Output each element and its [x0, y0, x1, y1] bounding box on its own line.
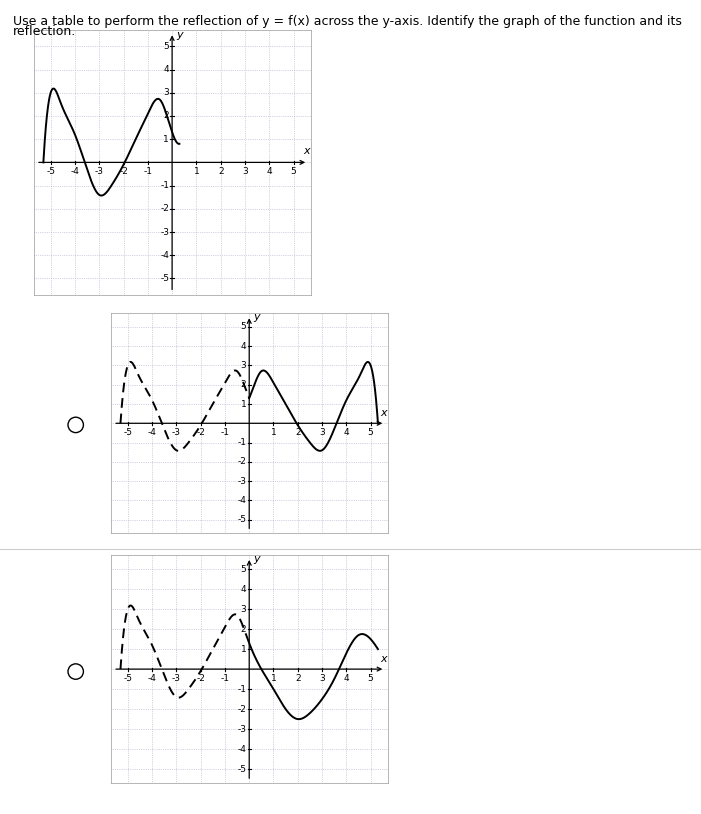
Text: y: y	[254, 313, 260, 322]
Text: 5: 5	[163, 42, 169, 50]
Text: -5: -5	[238, 764, 246, 773]
Text: -2: -2	[238, 705, 246, 714]
Text: -3: -3	[172, 427, 181, 436]
Text: -3: -3	[238, 724, 246, 733]
Text: 3: 3	[319, 427, 325, 436]
Text: -3: -3	[161, 227, 169, 237]
Text: Use a table to perform the reflection of y = f(x) across the y-axis. Identify th: Use a table to perform the reflection of…	[13, 15, 681, 28]
Text: 3: 3	[319, 673, 325, 682]
Text: 1: 1	[271, 673, 276, 682]
Text: 4: 4	[343, 673, 349, 682]
Text: -4: -4	[148, 427, 156, 436]
Text: -5: -5	[238, 515, 246, 524]
Text: -4: -4	[71, 168, 79, 177]
Text: 4: 4	[240, 342, 246, 351]
Text: -1: -1	[220, 427, 229, 436]
Text: -3: -3	[238, 477, 246, 486]
Text: -5: -5	[123, 673, 132, 682]
Text: 4: 4	[240, 584, 246, 593]
Text: 5: 5	[368, 427, 374, 436]
Text: 3: 3	[242, 168, 248, 177]
Text: 3: 3	[240, 605, 246, 614]
Text: -1: -1	[220, 673, 229, 682]
Text: 4: 4	[343, 427, 349, 436]
Text: x: x	[304, 146, 311, 156]
Text: -1: -1	[238, 438, 246, 447]
Text: 4: 4	[163, 65, 169, 74]
Text: -2: -2	[196, 427, 205, 436]
Text: -5: -5	[123, 427, 132, 436]
Text: -2: -2	[161, 204, 169, 213]
Text: y: y	[254, 554, 260, 564]
Text: -1: -1	[238, 685, 246, 694]
Text: -3: -3	[172, 673, 181, 682]
Text: 5: 5	[240, 322, 246, 331]
Text: 2: 2	[163, 112, 169, 120]
Text: 5: 5	[240, 565, 246, 574]
Text: 3: 3	[240, 361, 246, 370]
Text: -2: -2	[196, 673, 205, 682]
Text: -2: -2	[119, 168, 128, 177]
Text: y: y	[177, 30, 183, 40]
Text: 1: 1	[240, 400, 246, 409]
Text: -4: -4	[161, 251, 169, 260]
Text: 5: 5	[291, 168, 297, 177]
Text: 2: 2	[218, 168, 224, 177]
Text: 1: 1	[163, 134, 169, 144]
Text: 1: 1	[240, 645, 246, 654]
Text: -2: -2	[238, 457, 246, 466]
Text: 1: 1	[193, 168, 199, 177]
Text: -4: -4	[148, 673, 156, 682]
Text: -3: -3	[95, 168, 104, 177]
Text: 2: 2	[240, 380, 246, 389]
Text: -4: -4	[238, 496, 246, 505]
Text: -1: -1	[143, 168, 152, 177]
Text: x: x	[381, 408, 388, 418]
Text: 2: 2	[295, 673, 301, 682]
Text: 2: 2	[240, 624, 246, 633]
Text: 4: 4	[266, 168, 272, 177]
Text: 2: 2	[295, 427, 301, 436]
Text: -5: -5	[46, 168, 55, 177]
Text: reflection.: reflection.	[13, 25, 76, 38]
Text: -1: -1	[161, 181, 169, 190]
Text: x: x	[381, 654, 388, 663]
Text: 1: 1	[271, 427, 276, 436]
Text: -5: -5	[161, 274, 169, 283]
Text: -4: -4	[238, 745, 246, 754]
Text: 5: 5	[368, 673, 374, 682]
Text: 3: 3	[163, 88, 169, 98]
